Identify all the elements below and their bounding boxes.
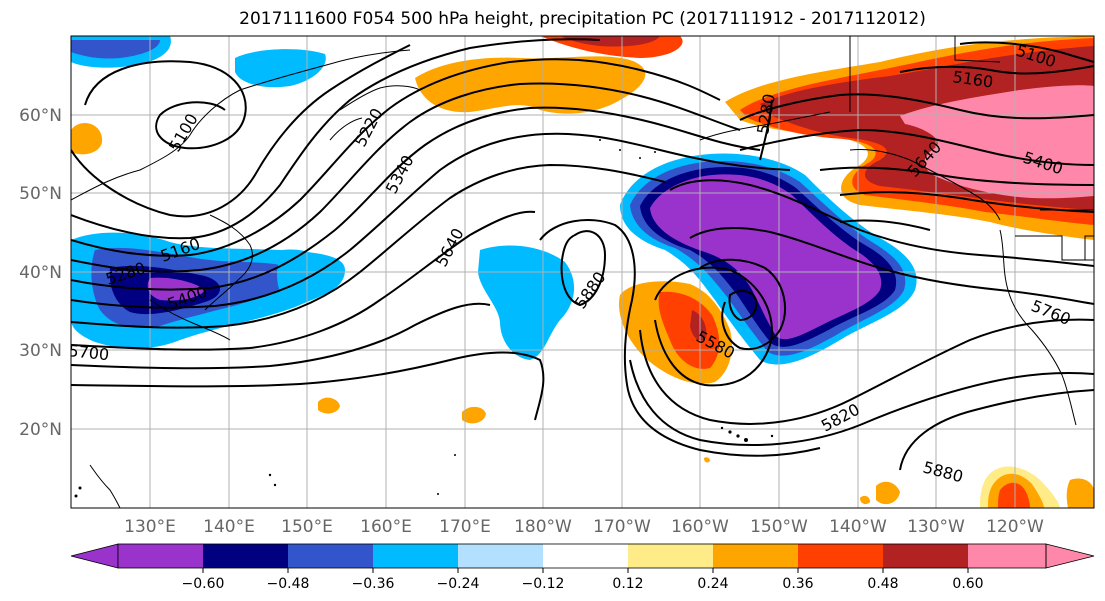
lat-label-30n: 30°N — [19, 341, 62, 361]
lon-label-140e: 140°E — [203, 517, 255, 537]
colorbar-tick-label: 0.48 — [867, 576, 898, 592]
colorbar-tick-label: −0.36 — [352, 576, 395, 592]
lon-label-120w: 120°W — [986, 517, 1044, 537]
lat-label-60n: 60°N — [19, 106, 62, 126]
lat-label-20n: 20°N — [19, 420, 62, 440]
latitude-labels: 60°N 50°N 40°N 30°N 20°N — [19, 106, 62, 440]
map-plot-area: 5100 5220 5340 5160 5280 5400 5700 5640 … — [68, 36, 1094, 508]
colorbar-bin — [798, 544, 883, 568]
colorbar-tick-label: 0.36 — [782, 576, 813, 592]
colorbar: −0.60 −0.48 −0.36 −0.24 −0.12 0.12 0.24 … — [70, 543, 1095, 592]
shading-small-positive-patches — [318, 397, 1094, 508]
lon-label-150e: 150°E — [281, 517, 333, 537]
map-frame — [70, 35, 1095, 509]
lon-label-130e: 130°E — [124, 517, 176, 537]
shading-central-pacific-negative — [478, 245, 575, 360]
colorbar-tick-label: −0.24 — [437, 576, 480, 592]
lon-label-170e: 170°E — [439, 517, 491, 537]
colorbar-arrow-left — [70, 543, 119, 569]
height-contours — [71, 38, 1094, 471]
colorbar-bin — [883, 544, 968, 568]
colorbar-bin — [628, 544, 713, 568]
shading-northeast-pacific-negative — [620, 153, 917, 365]
lon-label-170w: 170°W — [593, 517, 651, 537]
colorbar-tick-label: 0.24 — [697, 576, 728, 592]
colorbar-bin — [458, 544, 543, 568]
shading-asia-negative — [71, 36, 345, 349]
colorbar-tick-label: 0.12 — [612, 576, 643, 592]
colorbar-tick-label: −0.12 — [522, 576, 565, 592]
colorbar-bin — [373, 544, 458, 568]
colorbar-tick-label: −0.60 — [182, 576, 225, 592]
colorbar-bin — [713, 544, 798, 568]
lon-label-180w: 180°W — [514, 517, 572, 537]
colorbar-bin — [288, 544, 373, 568]
lon-label-140w: 140°W — [829, 517, 887, 537]
colorbar-bin — [543, 544, 628, 568]
colorbar-bin — [968, 544, 1046, 568]
colorbar-bin — [203, 544, 288, 568]
lat-label-50n: 50°N — [19, 184, 62, 204]
colorbar-arrow-right — [1045, 543, 1095, 569]
colorbar-frame — [117, 543, 1047, 569]
lon-label-130w: 130°W — [907, 517, 965, 537]
colorbar-tick-label: 0.60 — [952, 576, 983, 592]
contour-label-5700: 5700 — [68, 341, 110, 364]
lon-label-160e: 160°E — [360, 517, 412, 537]
lon-label-150w: 150°W — [750, 517, 808, 537]
colorbar-ticks — [202, 568, 969, 573]
colorbar-tick-label: −0.48 — [267, 576, 310, 592]
colorbar-bin — [118, 544, 203, 568]
islands — [74, 139, 774, 498]
shading-alaska-positive — [725, 36, 1094, 240]
lat-label-40n: 40°N — [19, 263, 62, 283]
map-title: 2017111600 F054 500 hPa height, precipit… — [239, 9, 926, 29]
longitude-labels: 130°E 140°E 150°E 160°E 170°E 180°W 170°… — [124, 517, 1044, 537]
lon-label-160w: 160°W — [671, 517, 729, 537]
